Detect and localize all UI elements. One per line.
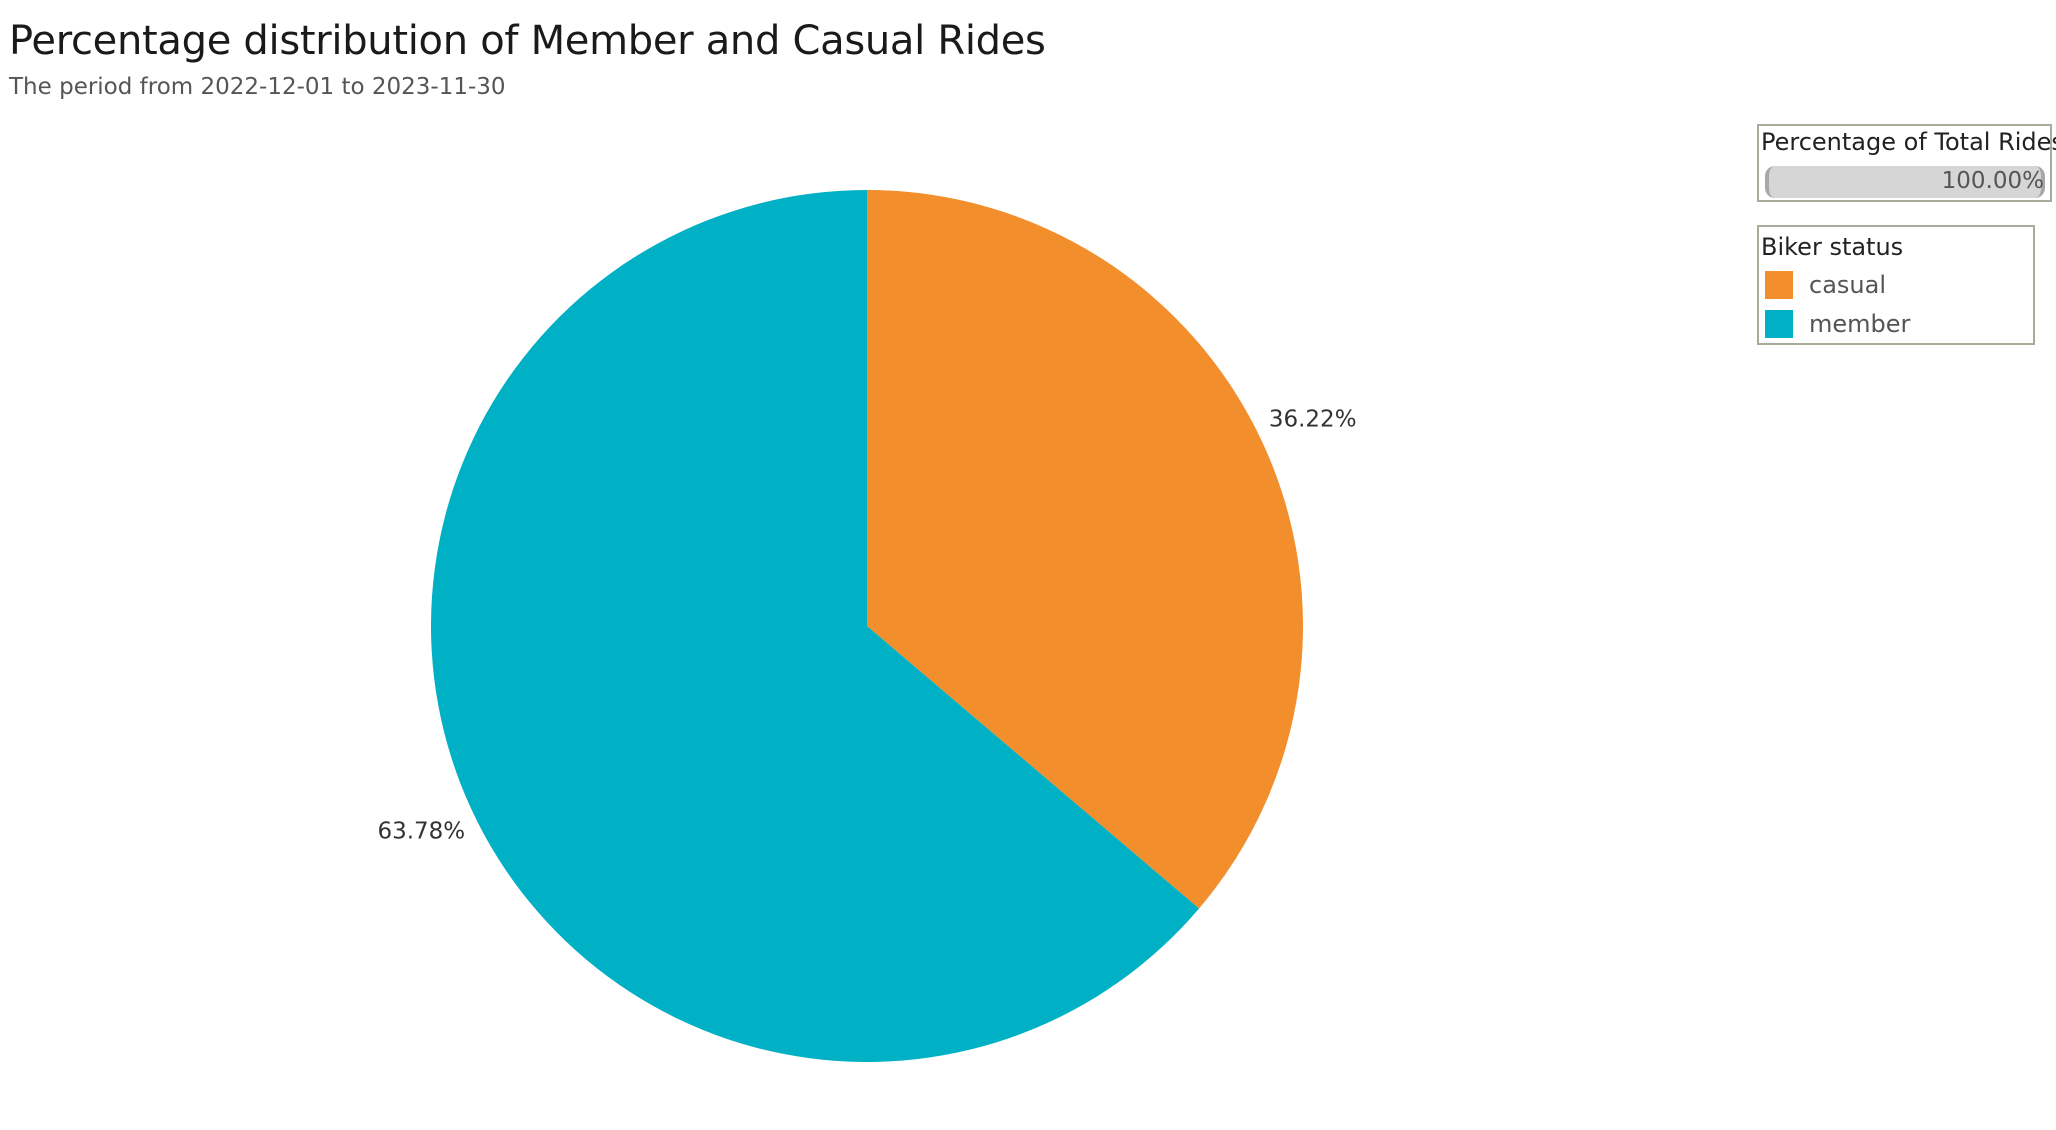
legend-swatch-casual <box>1765 271 1793 299</box>
pie-slice-member[interactable] <box>431 190 1200 1062</box>
pie-label-casual: 36.22% <box>1269 407 1357 433</box>
size-legend[interactable]: Percentage of Total Rides 100.00% <box>1757 124 2056 202</box>
pie-label-member: 63.78% <box>377 818 465 844</box>
chart-title: Percentage distribution of Member and Ca… <box>9 18 1046 64</box>
color-legend[interactable]: Biker status casual member <box>1757 225 2035 345</box>
legend-swatch-member <box>1765 310 1793 338</box>
size-legend-value: 100.00% <box>1941 168 2044 194</box>
pie-slice-casual[interactable] <box>867 190 1304 909</box>
legend-item-member[interactable]: member <box>1765 309 1910 339</box>
chart-subtitle: The period from 2022-12-01 to 2023-11-30 <box>9 74 506 100</box>
size-legend-bar <box>1765 166 2045 198</box>
legend-label-member: member <box>1809 310 1911 338</box>
legend-label-casual: casual <box>1809 271 1886 299</box>
legend-item-casual[interactable]: casual <box>1765 270 1886 300</box>
color-legend-title: Biker status <box>1761 233 1904 261</box>
size-legend-title: Percentage of Total Rides <box>1761 128 2056 156</box>
